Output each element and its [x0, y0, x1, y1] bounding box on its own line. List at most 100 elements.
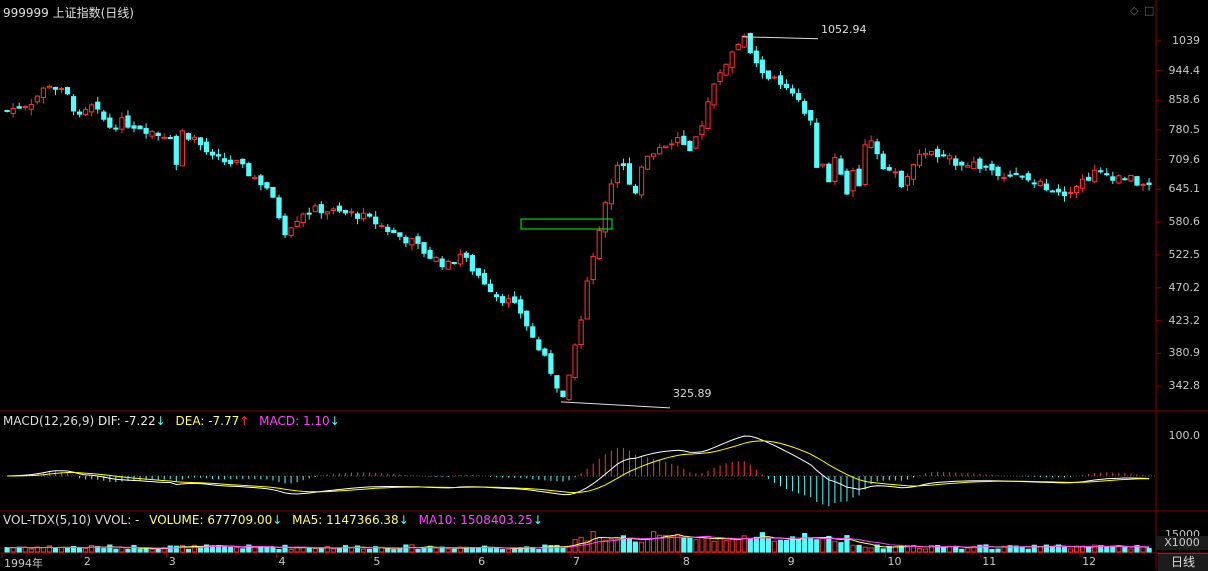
dea-value: DEA: -7.77	[175, 414, 240, 428]
candle-body	[1049, 190, 1056, 193]
candle-body	[58, 87, 65, 91]
candle-body	[584, 280, 590, 320]
candle-body	[1098, 170, 1104, 173]
macd-value: MACD: 1.10	[259, 414, 330, 428]
volume-bar	[1001, 545, 1007, 553]
candle-body	[989, 163, 995, 171]
candle-body	[499, 296, 506, 303]
diamond-icon[interactable]: ◇	[1130, 4, 1139, 17]
volume-bar	[52, 547, 59, 553]
candle-body	[608, 183, 614, 205]
date-tick-label: 2	[83, 555, 91, 568]
dea-arrow-icon: ↑	[239, 414, 250, 428]
candle-body	[644, 155, 651, 170]
candle-body	[796, 93, 802, 100]
date-tick-label: 7	[573, 555, 580, 568]
dif-value: DIF: -7.22	[97, 414, 156, 428]
volume-bar	[856, 544, 862, 553]
volume-bar	[367, 548, 373, 553]
candle-body	[693, 136, 699, 149]
volume-bar	[771, 540, 778, 553]
volume-bar	[608, 538, 614, 553]
candle-body	[626, 163, 633, 185]
candle-body	[342, 210, 349, 214]
tab-daily[interactable]: 日线	[1158, 553, 1208, 571]
volume-bar	[1055, 544, 1062, 553]
volume-bar	[844, 535, 850, 553]
candle-body	[753, 50, 759, 64]
high-price-label: 1052.94	[821, 23, 867, 36]
candle-body	[777, 75, 784, 85]
volume-bar	[747, 537, 753, 553]
candle-body	[167, 136, 173, 139]
volume-bar	[487, 547, 494, 553]
ma5-value: MA5: 1147366.38	[292, 513, 399, 527]
candle-body	[892, 171, 898, 174]
candle-body	[451, 261, 457, 264]
volume-bar	[131, 544, 137, 553]
vvol-value: VVOL: -	[94, 513, 140, 527]
volume-bar	[1140, 546, 1146, 553]
candle-body	[620, 163, 627, 166]
date-tick-label: 3	[168, 555, 176, 568]
candle-body	[530, 326, 536, 338]
dea-line	[7, 440, 1150, 494]
volume-bar	[741, 535, 747, 553]
volume-bar	[1092, 544, 1098, 553]
candle-body	[222, 158, 228, 163]
volume-bar	[264, 547, 270, 553]
candle-body	[379, 225, 385, 228]
volume-bar	[796, 538, 802, 553]
candle-body	[415, 236, 421, 244]
candle-body	[590, 255, 596, 280]
volume-bar	[723, 539, 729, 553]
candle-body	[101, 111, 107, 120]
price-tick-label: 342.8	[1168, 379, 1201, 393]
candle-body	[1128, 174, 1134, 182]
volume-bar	[1086, 547, 1092, 553]
volume-bar	[1122, 546, 1128, 553]
candle-body	[675, 137, 681, 143]
volume-bar	[626, 537, 633, 553]
volume-bar	[228, 546, 234, 553]
candle-body	[705, 101, 711, 129]
volume-bar	[1098, 545, 1104, 553]
restore-icon[interactable]: □	[1144, 4, 1155, 17]
volume-bar	[657, 534, 663, 553]
volume-arrow-icon: ↓	[272, 513, 283, 527]
volume-bar	[89, 544, 95, 553]
volume-bar	[107, 544, 113, 553]
candle-body	[318, 204, 324, 214]
volume-bar	[143, 548, 149, 553]
candle-body	[1086, 176, 1092, 181]
candle-body	[463, 252, 469, 258]
volume-bar	[777, 539, 784, 553]
volume-bar	[838, 542, 844, 553]
candle-body	[687, 140, 693, 152]
volume-bar	[409, 544, 415, 553]
candle-body	[137, 125, 143, 130]
volume-bar	[306, 547, 312, 553]
candle-body	[874, 141, 880, 155]
candle-body	[1140, 183, 1146, 186]
volume-bar	[415, 549, 421, 553]
volume-bar	[167, 545, 173, 553]
volume-bar	[288, 548, 294, 553]
volume-bar	[234, 546, 240, 553]
candle-body	[360, 212, 367, 220]
candle-body	[1001, 176, 1007, 179]
candle-body	[1025, 173, 1031, 181]
volume-bar	[904, 544, 911, 553]
candle-body	[173, 135, 179, 165]
candle-body	[234, 159, 240, 163]
candle-body	[270, 187, 276, 198]
volume-bar	[282, 544, 288, 553]
ma10-arrow-icon: ↓	[532, 513, 543, 527]
price-tick-label: 858.6	[1168, 93, 1201, 107]
vol-label: VOL-TDX(5,10)	[3, 513, 92, 527]
volume-bar	[832, 540, 838, 553]
volume-bar	[735, 538, 741, 553]
candle-body	[741, 35, 747, 48]
candle-body	[904, 176, 911, 186]
